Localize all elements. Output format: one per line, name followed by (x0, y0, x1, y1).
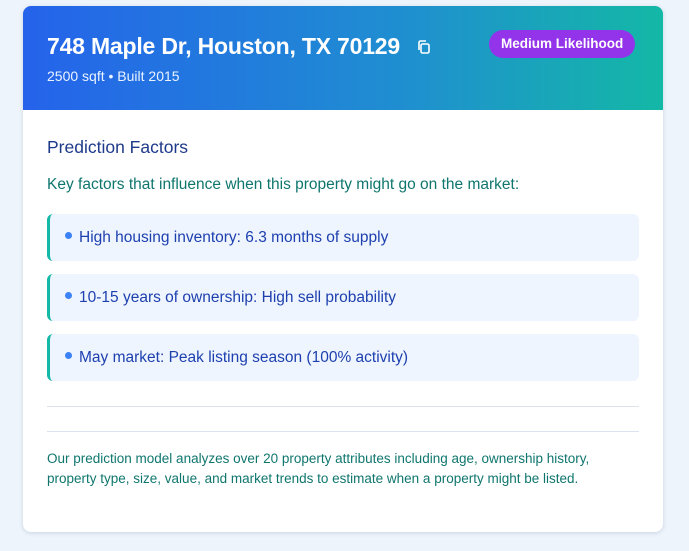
copy-icon[interactable] (416, 39, 432, 55)
divider (47, 406, 639, 407)
divider (47, 431, 639, 432)
bullet-icon (65, 232, 72, 239)
bullet-icon (65, 292, 72, 299)
section-intro: Key factors that influence when this pro… (47, 176, 520, 193)
factor-text: May market: Peak listing season (100% ac… (79, 349, 409, 366)
factor-list: High housing inventory: 6.3 months of su… (47, 214, 639, 394)
bullet-icon (65, 352, 72, 359)
model-footnote: Our prediction model analyzes over 20 pr… (47, 451, 590, 486)
factor-item: May market: Peak listing season (100% ac… (47, 334, 639, 381)
factor-text: 10-15 years of ownership: High sell prob… (79, 289, 397, 306)
property-prediction-card: 748 Maple Dr, Houston, TX 70129 2500 sqf… (23, 6, 663, 532)
factor-item: High housing inventory: 6.3 months of su… (47, 214, 639, 261)
card-header: 748 Maple Dr, Houston, TX 70129 2500 sqf… (23, 6, 663, 110)
property-address: 748 Maple Dr, Houston, TX 70129 (47, 33, 400, 59)
factor-text: High housing inventory: 6.3 months of su… (79, 229, 389, 246)
section-title: Prediction Factors (47, 137, 189, 157)
property-meta: 2500 sqft • Built 2015 (47, 68, 180, 84)
factor-item: 10-15 years of ownership: High sell prob… (47, 274, 639, 321)
title-row: 748 Maple Dr, Houston, TX 70129 (47, 33, 432, 60)
likelihood-badge: Medium Likelihood (489, 30, 636, 58)
